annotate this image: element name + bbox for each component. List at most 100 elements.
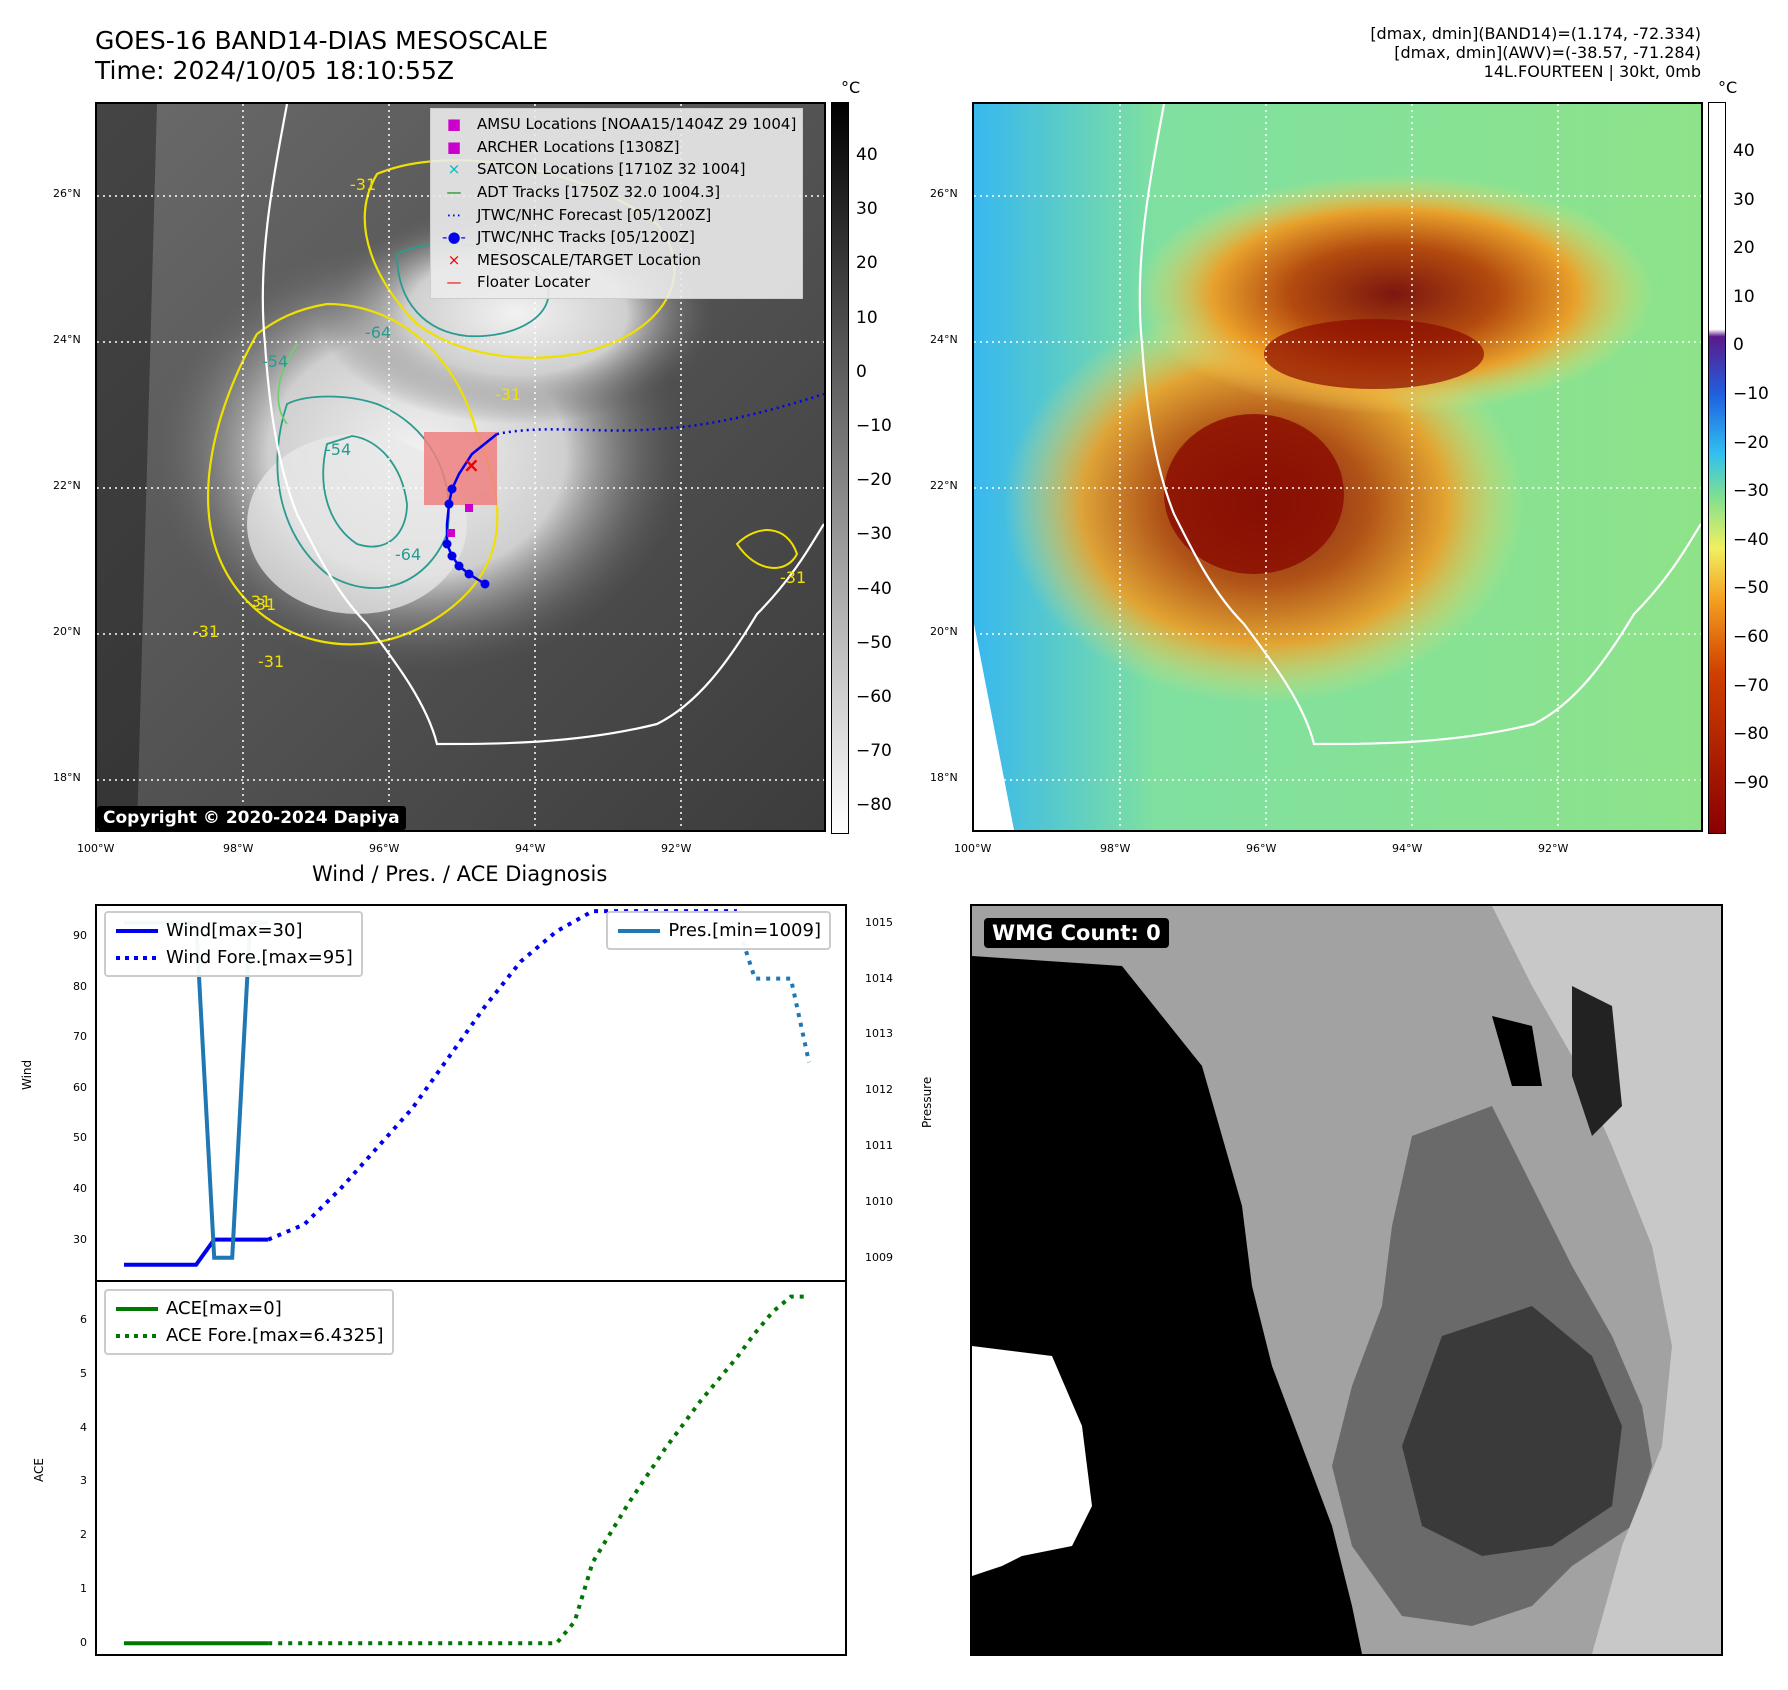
info-band14: [dmax, dmin](BAND14)=(1.174, -72.334)	[1370, 24, 1701, 43]
legend-symbol: ⋯	[446, 205, 462, 224]
wmg-svg	[972, 906, 1721, 1654]
legend-label: SATCON Locations [1710Z 32 1004]	[477, 160, 746, 179]
contour-teal-1	[276, 395, 450, 589]
wind-axis-label: Wind	[20, 1059, 34, 1090]
colorbar-tick: −40	[856, 578, 892, 599]
y2-tick: 1014	[865, 971, 893, 985]
y-tick: 5	[80, 1366, 87, 1380]
coastline-color	[1138, 104, 1701, 746]
lat-label: 26°N	[930, 187, 958, 200]
legend-label: Floater Locater	[477, 273, 591, 292]
amsu-marker	[465, 504, 473, 512]
lon-label: 100°W	[954, 842, 992, 855]
legend-item: — Floater Locater	[437, 271, 796, 294]
legend-item: ■ AMSU Locations [NOAA15/1404Z 29 1004]	[437, 113, 796, 136]
colorbar-tick: 20	[1733, 238, 1755, 259]
legend-label: JTWC/NHC Forecast [05/1200Z]	[477, 205, 712, 224]
colorbar-tick: 10	[856, 307, 878, 328]
y-tick: 3	[80, 1474, 87, 1488]
y2-tick: 1015	[865, 915, 893, 929]
lat-label: 20°N	[53, 625, 81, 638]
colorbar-tick: 0	[856, 361, 867, 382]
legend-item: ■ ARCHER Locations [1308Z]	[437, 136, 796, 159]
colorbar-tick: 30	[1733, 189, 1755, 210]
legend-symbol: —	[446, 273, 462, 292]
lat-label: 26°N	[53, 187, 81, 200]
legend-symbol: ■	[446, 115, 462, 134]
contour-yellow-3	[735, 529, 799, 569]
storm-core	[1164, 414, 1344, 574]
legend-item: ⋯ JTWC/NHC Forecast [05/1200Z]	[437, 203, 796, 226]
map-ir-color-svg	[974, 104, 1701, 830]
lon-label: 94°W	[1392, 842, 1423, 855]
colorbar-gray	[831, 102, 849, 834]
colorbar-tick: −80	[856, 795, 892, 816]
no-data-wedge	[974, 624, 1014, 830]
y-tick: 4	[80, 1420, 87, 1434]
ace-chart: ACE[max=0] ACE Fore.[max=6.4325]	[95, 1280, 847, 1656]
legend-symbol: ×	[447, 250, 461, 269]
colorbar-tick: −40	[1733, 529, 1769, 550]
forecast-track	[496, 392, 824, 436]
legend-label: ADT Tracks [1750Z 32.0 1004.3]	[477, 183, 721, 202]
y-tick: 30	[73, 1232, 87, 1246]
ir-cloud-core	[247, 434, 467, 614]
legend-label: JTWC/NHC Tracks [05/1200Z]	[477, 228, 695, 247]
contour-label: -31	[495, 385, 522, 404]
colorbar-tick: −50	[1733, 578, 1769, 599]
contour-label: -64	[365, 323, 392, 342]
contour-label: -31	[245, 592, 272, 611]
contour-label: -31	[193, 622, 220, 641]
archer-marker	[447, 529, 455, 537]
y-tick: 40	[73, 1182, 87, 1196]
series-line-1	[267, 909, 737, 1242]
main-title: GOES-16 BAND14-DIAS MESOSCALE	[95, 26, 549, 55]
colorbar-tick: −50	[856, 632, 892, 653]
lat-label: 22°N	[930, 479, 958, 492]
wind-legend: Wind[max=30] Wind Fore.[max=95]	[104, 911, 363, 977]
colorbar-tick: −30	[856, 524, 892, 545]
y2-tick: 1009	[865, 1250, 893, 1264]
map-ir-grayscale: × Copyright © 2020-2024 Dapiya ■ AMSU Loc…	[95, 102, 826, 832]
colorbar-tick: 20	[856, 253, 878, 274]
map-legend-rows: ■ AMSU Locations [NOAA15/1404Z 29 1004] ■ A…	[437, 113, 796, 294]
legend-label: MESOSCALE/TARGET Location	[477, 250, 702, 269]
y-tick: 0	[80, 1636, 87, 1650]
contour-label: -31	[780, 568, 807, 587]
info-storm: 14L.FOURTEEN | 30kt, 0mb	[1483, 62, 1701, 81]
wmg-streak	[1572, 986, 1622, 1136]
ace-axis-label: ACE	[32, 1458, 46, 1482]
ir-edge	[97, 104, 157, 830]
legend-item: — ADT Tracks [1750Z 32.0 1004.3]	[437, 181, 796, 204]
legend-item: × MESOSCALE/TARGET Location	[437, 249, 796, 272]
colorbar-tick: −20	[1733, 432, 1769, 453]
colorbar-gray-unit: °C	[841, 78, 861, 97]
legend-label: ARCHER Locations [1308Z]	[477, 137, 680, 156]
diagnosis-title: Wind / Pres. / ACE Diagnosis	[312, 862, 608, 886]
colorbar-tick: −60	[1733, 627, 1769, 647]
colorbar-color	[1708, 102, 1726, 834]
y2-tick: 1013	[865, 1027, 893, 1041]
contour-label: -54	[262, 352, 289, 371]
lat-label: 24°N	[930, 333, 958, 346]
gridlines-color	[974, 104, 1701, 830]
legend-symbol: ×	[447, 160, 461, 179]
y-tick: 80	[73, 979, 87, 993]
y-tick: 1	[80, 1582, 87, 1596]
wmg-white-region	[972, 1346, 1092, 1576]
lat-label: 20°N	[930, 625, 958, 638]
legend-item: -●- JTWC/NHC Tracks [05/1200Z]	[437, 226, 796, 249]
colorbar-tick: −80	[1733, 724, 1769, 745]
wmg-light-region	[1492, 906, 1721, 1654]
y-tick: 90	[73, 929, 87, 943]
wmg-panel: WMG Count: 0	[970, 904, 1723, 1656]
lon-label: 98°W	[223, 842, 254, 855]
pressure-legend: Pres.[min=1009]	[606, 911, 831, 950]
copyright-label: Copyright © 2020-2024 Dapiya	[97, 806, 406, 830]
colorbar-tick: 0	[1733, 335, 1744, 356]
wmg-spot	[1492, 1016, 1542, 1086]
legend-symbol: ■	[446, 137, 462, 156]
wind-legend-row: Wind[max=30]	[116, 920, 303, 941]
series-line-3	[734, 922, 811, 1063]
y-tick: 6	[80, 1312, 87, 1326]
